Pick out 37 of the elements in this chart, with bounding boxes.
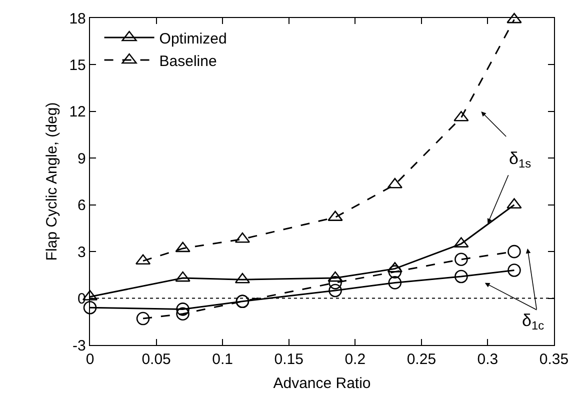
x-tick-label: 0.2: [344, 351, 366, 368]
x-tick-label: 0.25: [406, 351, 436, 368]
point: [454, 270, 468, 284]
point: [388, 265, 402, 278]
point: [508, 264, 521, 277]
y-tick-label: 3: [78, 244, 86, 261]
point: [176, 307, 190, 321]
y-tick-label: 15: [69, 56, 86, 74]
annotation: δ$_{1c}$: [522, 311, 544, 333]
y-tick-label: 18: [69, 10, 86, 28]
point: [508, 244, 521, 258]
y-tick-label: 9: [78, 150, 86, 168]
x-tick-label: 0.15: [274, 351, 304, 368]
point: [175, 271, 190, 282]
point: [388, 276, 402, 290]
x-tick-label: 0.3: [477, 351, 498, 368]
x-axis-title: Advance Ratio: [273, 375, 371, 392]
point: [506, 198, 522, 209]
x-tick-label: 0.35: [539, 351, 569, 368]
point: [454, 252, 468, 266]
y-tick-label: 12: [69, 104, 86, 121]
point: [328, 276, 342, 290]
point: [175, 242, 190, 252]
y-axis-title: Flap Cyclic Angle, (deg): [43, 102, 60, 261]
point: [136, 312, 150, 326]
point: [506, 12, 522, 24]
legend-label: Baseline: [159, 52, 217, 70]
y-tick-label: -3: [72, 337, 86, 354]
legend-label: Optimized: [159, 30, 227, 48]
point: [176, 302, 190, 316]
point: [328, 284, 342, 298]
y-tick-label: 6: [78, 197, 86, 214]
annotation: δ$_{1s}$: [509, 149, 532, 171]
x-tick-label: 0.05: [142, 351, 171, 368]
point: [328, 271, 343, 282]
x-tick-label: 0.1: [212, 351, 233, 368]
point: [387, 178, 402, 188]
